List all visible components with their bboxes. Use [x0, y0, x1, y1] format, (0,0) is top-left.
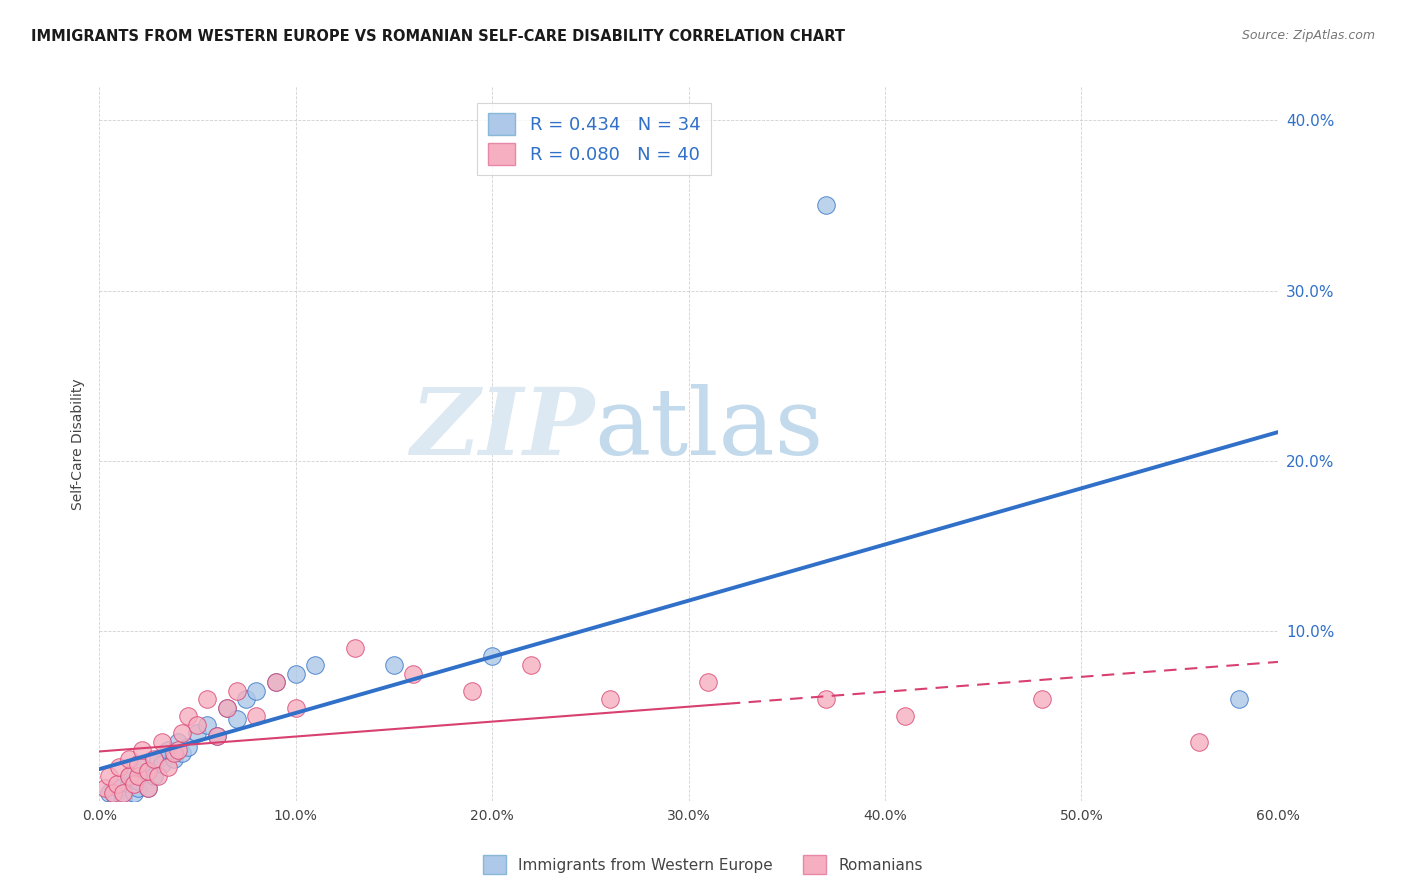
Y-axis label: Self-Care Disability: Self-Care Disability — [72, 378, 86, 509]
Point — [186, 717, 208, 731]
Point — [176, 739, 198, 754]
Point — [150, 734, 173, 748]
Point — [599, 692, 621, 706]
Point — [127, 769, 149, 783]
Point — [815, 198, 838, 212]
Point — [815, 692, 838, 706]
Point — [136, 780, 159, 795]
Point — [131, 760, 153, 774]
Point — [205, 730, 228, 744]
Point — [136, 764, 159, 778]
Point — [105, 777, 128, 791]
Point — [146, 769, 169, 783]
Point — [215, 700, 238, 714]
Point — [156, 743, 179, 757]
Point — [170, 747, 193, 761]
Point — [127, 780, 149, 795]
Point — [117, 777, 139, 791]
Point — [156, 760, 179, 774]
Point — [245, 709, 267, 723]
Text: Source: ZipAtlas.com: Source: ZipAtlas.com — [1241, 29, 1375, 42]
Point — [136, 780, 159, 795]
Point — [264, 675, 287, 690]
Point — [124, 777, 146, 791]
Point — [166, 743, 188, 757]
Point — [481, 649, 503, 664]
Point — [111, 786, 134, 800]
Point — [225, 683, 247, 698]
Point — [111, 790, 134, 805]
Point — [382, 658, 405, 673]
Point — [127, 756, 149, 771]
Point — [245, 683, 267, 698]
Point — [94, 780, 117, 795]
Point — [264, 675, 287, 690]
Point — [461, 683, 484, 698]
Point — [163, 751, 186, 765]
Point — [893, 709, 915, 723]
Legend: R = 0.434   N = 34, R = 0.080   N = 40: R = 0.434 N = 34, R = 0.080 N = 40 — [477, 103, 711, 176]
Point — [127, 773, 149, 788]
Point — [131, 743, 153, 757]
Point — [136, 764, 159, 778]
Point — [402, 666, 425, 681]
Point — [1031, 692, 1053, 706]
Text: IMMIGRANTS FROM WESTERN EUROPE VS ROMANIAN SELF-CARE DISABILITY CORRELATION CHAR: IMMIGRANTS FROM WESTERN EUROPE VS ROMANI… — [31, 29, 845, 44]
Point — [101, 786, 124, 800]
Point — [284, 700, 307, 714]
Point — [170, 726, 193, 740]
Point — [163, 747, 186, 761]
Point — [143, 769, 166, 783]
Point — [697, 675, 720, 690]
Point — [107, 760, 129, 774]
Point — [97, 769, 120, 783]
Text: atlas: atlas — [595, 384, 824, 475]
Point — [97, 786, 120, 800]
Point — [195, 717, 218, 731]
Point — [1188, 734, 1211, 748]
Point — [166, 734, 188, 748]
Point — [117, 751, 139, 765]
Point — [150, 756, 173, 771]
Point — [107, 780, 129, 795]
Point — [205, 730, 228, 744]
Point — [225, 713, 247, 727]
Point — [124, 786, 146, 800]
Text: ZIP: ZIP — [411, 384, 595, 475]
Point — [520, 658, 543, 673]
Point — [304, 658, 326, 673]
Point — [1227, 692, 1250, 706]
Point — [146, 751, 169, 765]
Point — [284, 666, 307, 681]
Point — [215, 700, 238, 714]
Point — [195, 692, 218, 706]
Point — [143, 751, 166, 765]
Point — [176, 709, 198, 723]
Point — [235, 692, 257, 706]
Point — [117, 769, 139, 783]
Legend: Immigrants from Western Europe, Romanians: Immigrants from Western Europe, Romanian… — [477, 849, 929, 880]
Point — [104, 789, 127, 803]
Point — [186, 726, 208, 740]
Point — [343, 640, 366, 655]
Point — [117, 769, 139, 783]
